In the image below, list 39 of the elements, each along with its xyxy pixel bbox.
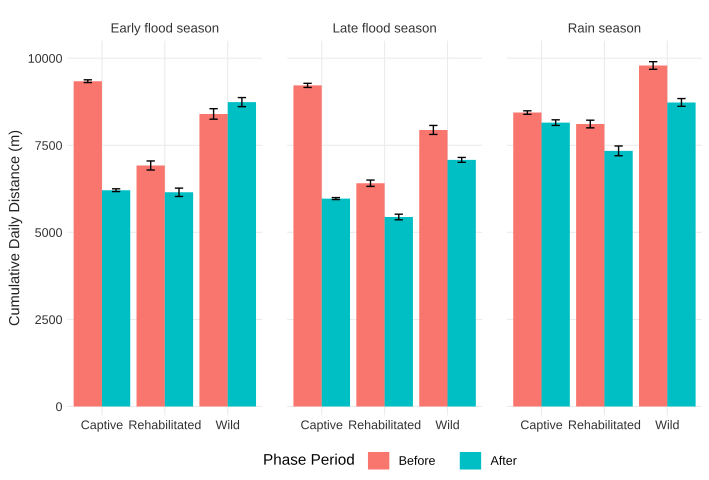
y-tick-label: 5000	[35, 228, 62, 238]
x-tick-label: Captive	[81, 420, 123, 432]
bar	[384, 217, 413, 406]
legend-label: Before	[400, 456, 435, 465]
x-tick-label: Captive	[301, 420, 342, 432]
x-tick-label: Wild	[216, 420, 240, 430]
bar	[356, 183, 385, 406]
y-tick-label: 2500	[35, 315, 62, 324]
y-tick-label: 7500	[35, 141, 62, 150]
bar	[419, 130, 448, 406]
legend-title: Phase Period	[264, 454, 354, 465]
bar	[228, 102, 256, 406]
x-tick-label: Rehabilitated	[129, 420, 201, 430]
chart-title: Rain season	[568, 22, 640, 33]
y-axis-title: Cumulative Daily Distance (m)	[8, 130, 22, 326]
legend-label: After	[490, 456, 517, 465]
y-tick-label: 10000	[28, 54, 62, 63]
bar	[639, 66, 668, 406]
bar	[576, 124, 604, 406]
bar	[164, 192, 194, 406]
bar	[102, 190, 130, 406]
bar	[542, 122, 570, 406]
x-tick-label: Wild	[435, 420, 459, 430]
x-tick-label: Rehabilitated	[349, 420, 420, 430]
bar	[667, 102, 696, 406]
bar	[293, 85, 322, 406]
chart-title: Early flood season	[112, 22, 218, 36]
y-tick-label: 0	[56, 402, 62, 412]
x-tick-label: Captive	[520, 420, 562, 432]
bar	[136, 165, 165, 406]
bar	[322, 198, 350, 406]
bar	[448, 160, 476, 406]
x-tick-label: Wild	[655, 420, 679, 430]
bar	[199, 114, 228, 406]
bar	[604, 150, 633, 406]
bar	[74, 81, 102, 406]
chart-title: Late flood season	[334, 22, 436, 33]
bar	[513, 112, 542, 406]
x-tick-label: Rehabilitated	[568, 420, 640, 430]
